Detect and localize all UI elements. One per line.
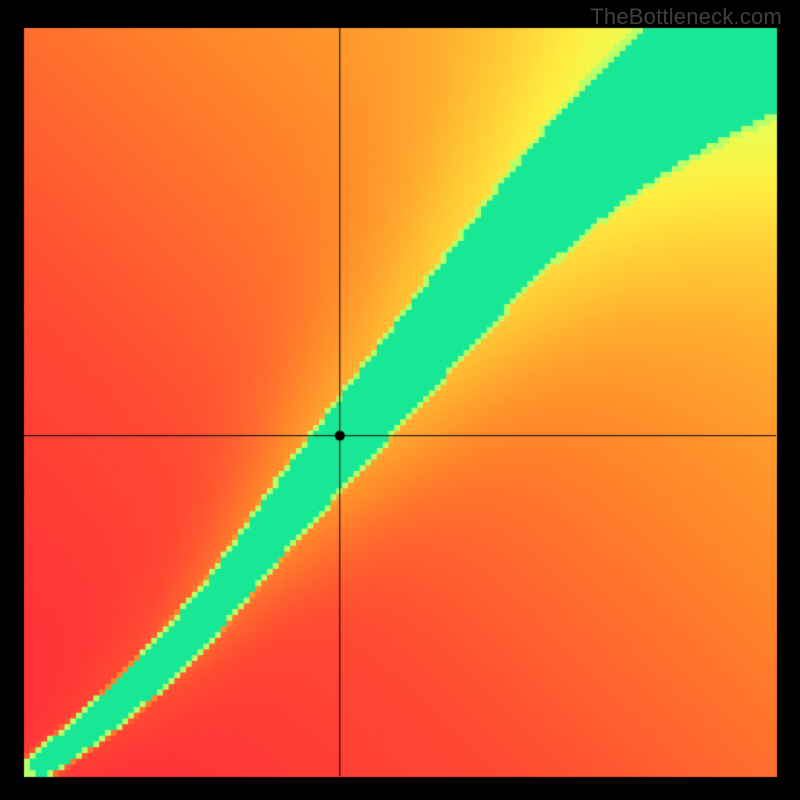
watermark-text: TheBottleneck.com	[590, 4, 782, 30]
heatmap-canvas	[0, 0, 800, 800]
chart-container: TheBottleneck.com	[0, 0, 800, 800]
